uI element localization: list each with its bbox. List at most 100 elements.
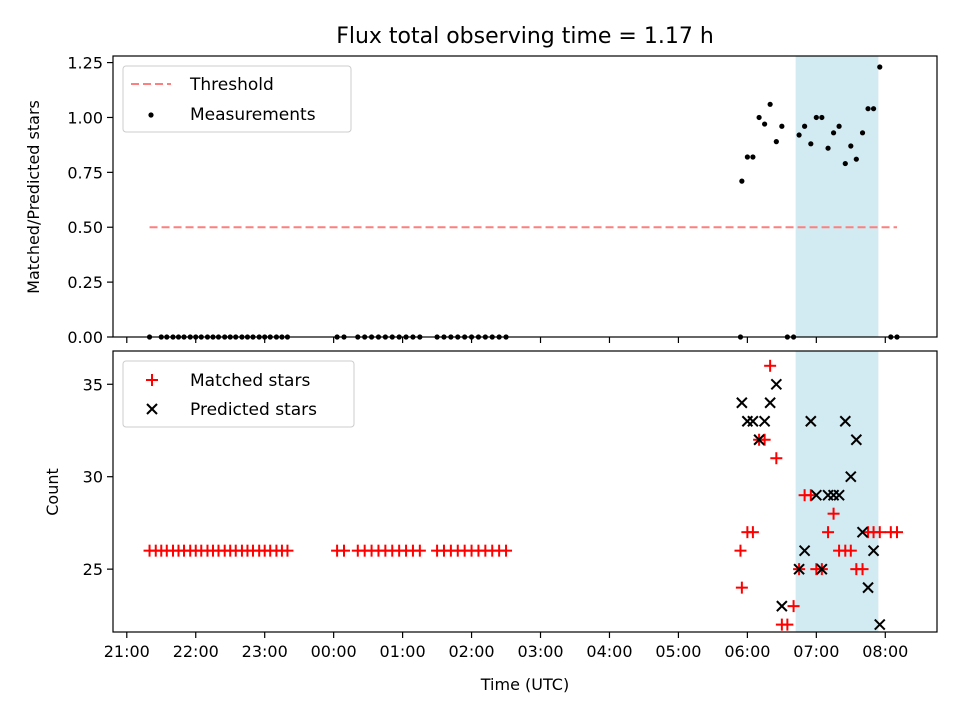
predicted-star-point: [770, 378, 783, 390]
measurement-point: [842, 160, 848, 167]
bottom-legend-box: [122, 360, 355, 428]
matched-star-point: [873, 526, 886, 539]
top-highlight-span: [795, 56, 879, 337]
y-tick-label: 0.75: [67, 163, 103, 182]
bottom-y-axis-label: Count: [43, 468, 62, 516]
y-tick-label: 0.25: [67, 273, 103, 292]
y-tick-label: 25: [83, 560, 103, 579]
matched-star-point: [337, 544, 350, 557]
measurement-point: [836, 123, 842, 129]
bottom-axes-frame: [112, 350, 938, 633]
y-tick-label: 35: [83, 375, 103, 394]
matched-star-point: [413, 544, 426, 557]
chart-title: Flux total observing time = 1.17 h: [336, 24, 714, 49]
legend-predicted-label: Predicted stars: [190, 400, 317, 420]
measurement-point: [802, 123, 808, 129]
predicted-star-point: [753, 434, 765, 446]
matched-star-point: [804, 489, 817, 502]
matched-star-point: [787, 600, 800, 613]
matched-star-point: [500, 544, 513, 557]
measurement-point: [796, 132, 802, 138]
bottom-legend: Matched stars Predicted stars: [122, 360, 355, 428]
predicted-star-point: [850, 434, 863, 446]
predicted-star-point: [776, 600, 788, 612]
top-y-axis-label: Matched/Predicted stars: [24, 100, 43, 294]
x-tick-label: 08:00: [862, 642, 908, 661]
predicted-star-point: [862, 581, 874, 594]
matched-star-point: [856, 563, 869, 576]
measurement-point: [859, 130, 866, 136]
x-tick-label: 23:00: [242, 642, 288, 661]
matched-star-point: [758, 433, 771, 446]
x-tick-label: 07:00: [793, 642, 839, 661]
y-tick-label: 30: [83, 468, 103, 487]
x-tick-label: 04:00: [586, 642, 632, 661]
measurement-point: [744, 154, 750, 160]
measurement-point: [877, 64, 883, 70]
legend-threshold-label: Threshold: [189, 75, 274, 95]
measurement-point: [853, 156, 859, 162]
predicted-star-point: [798, 544, 811, 557]
y-tick-label: 0.00: [67, 328, 103, 347]
x-tick-label: 05:00: [655, 642, 701, 661]
legend-measurements-swatch: [148, 112, 154, 118]
matched-star-point: [827, 507, 840, 520]
matched-star-point: [735, 581, 748, 594]
x-tick-label: 02:00: [449, 642, 495, 661]
matched-star-point: [781, 618, 794, 631]
measurement-point: [865, 106, 871, 112]
measurement-point: [756, 114, 762, 121]
matched-star-point: [891, 526, 904, 539]
top-y-ticks: 0.00 0.25 0.50 0.75 1.00 1.25: [67, 54, 113, 347]
x-tick-label: 21:00: [104, 642, 150, 661]
top-panel: 0.00 0.25 0.50 0.75 1.00 1.25 Matched/Predict…: [24, 54, 938, 347]
legend-matched-swatch: [146, 374, 158, 386]
predicted-star-point: [856, 526, 869, 538]
predicted-star-point: [810, 489, 823, 501]
x-axis-label: Time (UTC): [480, 675, 569, 694]
predicted-star-point: [805, 415, 817, 427]
predicted-star-point: [764, 397, 776, 409]
matched-star-point: [764, 359, 777, 372]
measurement-point: [830, 130, 837, 136]
x-tick-label: 22:00: [173, 642, 219, 661]
predicted-star-point: [741, 415, 754, 427]
x-tick-label: 00:00: [311, 642, 357, 661]
x-tick-label: 01:00: [380, 642, 426, 661]
top-axes-frame: [112, 55, 938, 338]
predicted-star-point: [833, 489, 845, 501]
measurement-point: [767, 101, 773, 107]
measurement-point: [808, 141, 814, 147]
measurement-point: [819, 114, 825, 121]
measurement-point: [750, 154, 756, 160]
measurement-point: [779, 123, 785, 129]
bottom-x-ticks: 21:00 22:00 23:00 00:00 01:00 02:00 03:00 04:00…: [104, 632, 908, 661]
matched-star-point: [734, 544, 747, 557]
matched-star-points: [143, 359, 904, 631]
top-legend-box: [122, 65, 352, 133]
y-tick-label: 0.50: [67, 218, 103, 237]
matched-star-point: [844, 544, 857, 557]
measurement-point: [825, 145, 831, 151]
measurement-point: [870, 106, 877, 112]
predicted-star-point: [758, 415, 771, 427]
predicted-star-points: [736, 378, 886, 631]
y-tick-label: 1.25: [67, 54, 103, 73]
top-x-ticks: [126, 337, 886, 343]
matched-star-point: [281, 544, 294, 557]
bottom-y-ticks: 25 30 35: [83, 375, 113, 579]
predicted-star-point: [816, 563, 828, 575]
predicted-star-point: [874, 618, 886, 631]
measurement-point: [773, 139, 779, 145]
measurement-point: [762, 121, 768, 127]
legend-matched-label: Matched stars: [190, 371, 310, 391]
bottom-panel: 25 30 35 21:00 22:00 23:00 00:00 01:00 02:00 03:…: [43, 350, 938, 694]
predicted-star-point: [736, 397, 748, 409]
measurement-point: [848, 143, 854, 149]
measurement-point: [813, 114, 819, 121]
predicted-star-point: [867, 544, 880, 557]
predicted-star-point: [845, 471, 857, 483]
x-tick-label: 03:00: [517, 642, 563, 661]
top-legend: Threshold Measurements: [122, 65, 352, 133]
